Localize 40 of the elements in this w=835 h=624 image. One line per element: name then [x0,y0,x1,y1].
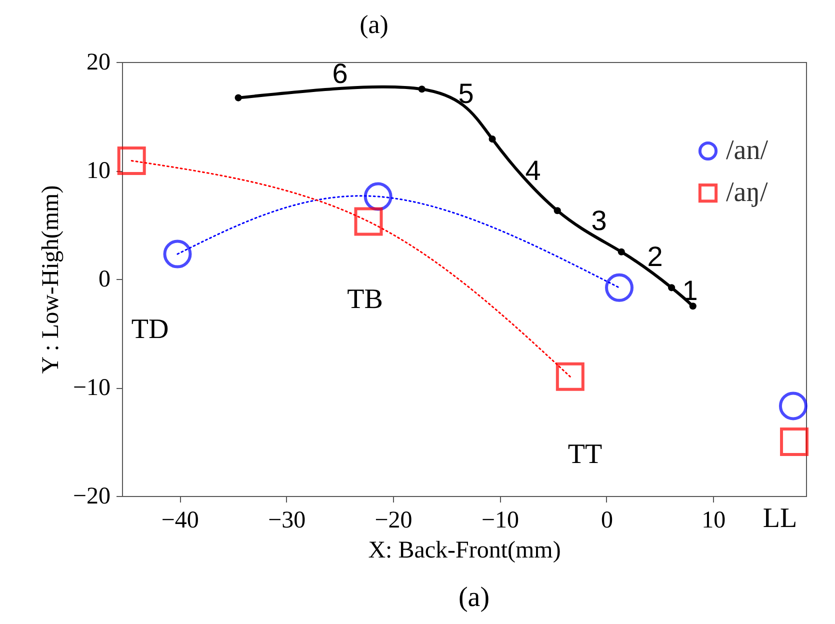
x-tick-label: −10 [481,508,520,534]
x-tick-label: −30 [268,508,306,534]
x-tick-label: −20 [374,508,412,534]
x-axis-title: X: Back-Front(mm) [368,538,561,564]
point [689,302,696,310]
point [117,146,146,175]
point [163,240,192,268]
point [668,284,676,292]
point [234,94,242,102]
annotation: 5 [458,78,474,109]
y-axis-title: Y : Low-High(mm) [38,185,64,374]
point [418,86,426,93]
chart-title: (a) [360,10,388,39]
y-tick-label: 20 [86,50,110,76]
y-tick-label: −10 [72,375,110,401]
y-tick-label: 0 [98,266,110,292]
point [780,428,809,456]
point [556,362,584,391]
point [354,207,383,236]
x-tick-label: 0 [600,508,613,534]
x-tick-label: −40 [161,508,199,534]
annotation: 3 [591,205,607,236]
point [554,207,561,214]
annotation: TB [347,284,383,315]
annotation: TD [131,314,169,345]
y-tick-label: 10 [86,158,110,184]
annotation: 6 [332,58,348,89]
point [778,392,808,420]
legend-label: /an/ [726,135,768,166]
annotation: 2 [647,241,663,272]
annotation: TT [568,439,602,470]
y-tick-label: −20 [72,484,110,510]
point [618,248,625,256]
legend-label: /aŋ/ [726,177,768,208]
x-tick-label: 10 [702,508,726,534]
text: (a) [458,582,490,613]
text: LL [762,503,798,534]
point [488,136,496,143]
point [605,273,634,302]
annotation: 4 [525,155,541,186]
